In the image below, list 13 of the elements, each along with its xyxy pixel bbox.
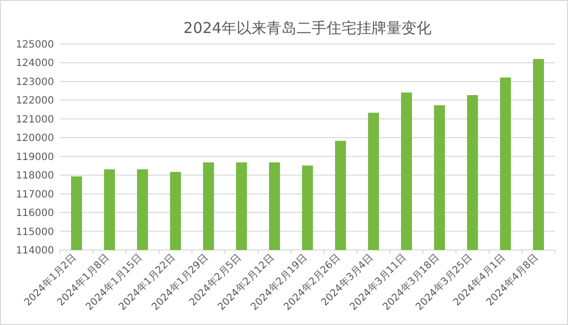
y-tick-label: 114000 [16, 246, 54, 256]
y-tick-label: 116000 [16, 208, 54, 220]
y-tick-label: 123000 [16, 76, 54, 88]
y-tick-label: 119000 [16, 152, 54, 163]
y-tick-label: 118000 [16, 170, 54, 182]
y-tick-label: 115000 [16, 226, 54, 238]
title: 2024年以来青岛二手住宅挂牌量变化 [183, 19, 432, 37]
y-tick-label: 124000 [16, 58, 54, 70]
y-tick-label: 122000 [16, 96, 54, 107]
y-tick-label: 120000 [16, 133, 54, 144]
y-tick-label: 125000 [16, 40, 54, 50]
y-tick-label: 117000 [16, 189, 54, 200]
y-tick-label: 121000 [16, 114, 54, 126]
